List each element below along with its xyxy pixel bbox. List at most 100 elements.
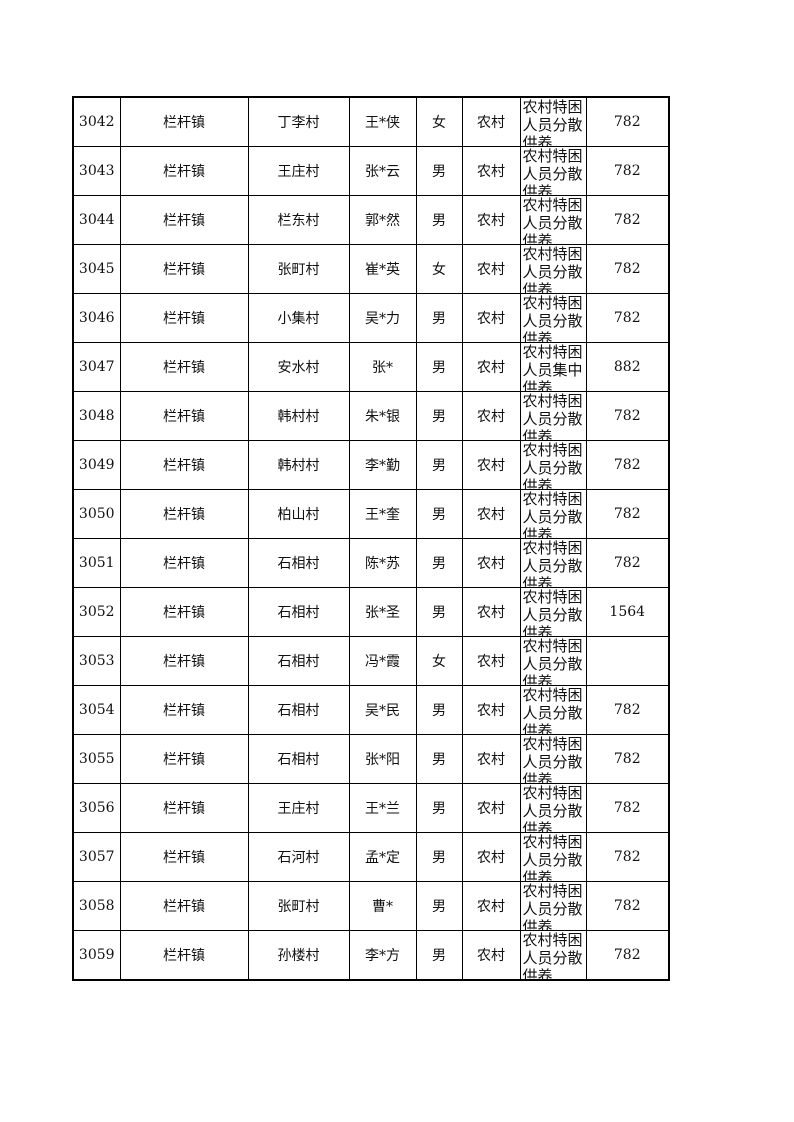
cell-gender: 男 <box>415 832 463 882</box>
cell-amount: 782 <box>585 96 670 147</box>
cell-town: 栏杆镇 <box>119 587 249 637</box>
cell-village: 韩村村 <box>247 391 350 441</box>
cell-id: 3058 <box>72 881 121 931</box>
cell-town: 栏杆镇 <box>119 538 249 588</box>
cell-name: 吴*民 <box>348 685 417 735</box>
cell-name: 张*云 <box>348 146 417 196</box>
cell-area: 农村 <box>461 930 521 981</box>
cell-area: 农村 <box>461 440 521 490</box>
cell-gender: 男 <box>415 195 463 245</box>
cell-area: 农村 <box>461 636 521 686</box>
cell-town: 栏杆镇 <box>119 832 249 882</box>
table-row: 3052 栏杆镇 石相村 张*圣男农村 农村特困人员分散供养 1564 <box>72 587 670 637</box>
cell-village: 王庄村 <box>247 783 350 833</box>
cell-type: 农村特困人员分散供养 <box>519 293 587 343</box>
cell-gender: 男 <box>415 293 463 343</box>
cell-gender: 男 <box>415 685 463 735</box>
cell-id: 3053 <box>72 636 121 686</box>
cell-amount: 782 <box>585 146 670 196</box>
cell-amount: 782 <box>585 783 670 833</box>
cell-type-text: 农村特困人员分散供养 <box>522 931 583 979</box>
cell-village: 孙楼村 <box>247 930 350 981</box>
cell-area: 农村 <box>461 195 521 245</box>
cell-type-text: 农村特困人员分散供养 <box>522 245 583 293</box>
cell-village: 王庄村 <box>247 146 350 196</box>
cell-village: 石相村 <box>247 636 350 686</box>
cell-amount: 782 <box>585 489 670 539</box>
cell-village: 柏山村 <box>247 489 350 539</box>
cell-amount: 782 <box>585 881 670 931</box>
table-row: 3043 栏杆镇 王庄村 张*云男农村 农村特困人员分散供养 782 <box>72 146 670 196</box>
cell-type: 农村特困人员分散供养 <box>519 783 587 833</box>
cell-type: 农村特困人员集中供养 <box>519 342 587 392</box>
cell-area: 农村 <box>461 391 521 441</box>
table-row: 3048 栏杆镇 韩村村 朱*银男农村 农村特困人员分散供养 782 <box>72 391 670 441</box>
cell-amount: 782 <box>585 685 670 735</box>
cell-type: 农村特困人员分散供养 <box>519 734 587 784</box>
cell-name: 李*勤 <box>348 440 417 490</box>
cell-type-text: 农村特困人员分散供养 <box>522 735 583 783</box>
table-row: 3056 栏杆镇 王庄村 王*兰男农村 农村特困人员分散供养 782 <box>72 783 670 833</box>
cell-town: 栏杆镇 <box>119 244 249 294</box>
cell-name: 郭*然 <box>348 195 417 245</box>
cell-area: 农村 <box>461 146 521 196</box>
cell-area: 农村 <box>461 489 521 539</box>
cell-town: 栏杆镇 <box>119 881 249 931</box>
cell-town: 栏杆镇 <box>119 636 249 686</box>
cell-name: 李*方 <box>348 930 417 981</box>
cell-gender: 男 <box>415 783 463 833</box>
cell-name: 张*圣 <box>348 587 417 637</box>
cell-type-text: 农村特困人员分散供养 <box>522 490 583 538</box>
cell-id: 3059 <box>72 930 121 981</box>
cell-amount: 782 <box>585 538 670 588</box>
cell-village: 丁李村 <box>247 96 350 147</box>
cell-name: 吴*力 <box>348 293 417 343</box>
cell-id: 3050 <box>72 489 121 539</box>
cell-type-text: 农村特困人员分散供养 <box>522 441 583 489</box>
table-row: 3055 栏杆镇 石相村 张*阳男农村 农村特困人员分散供养 782 <box>72 734 670 784</box>
cell-village: 安水村 <box>247 342 350 392</box>
table-row: 3053 栏杆镇 石相村 冯*霞女农村 农村特困人员分散供养 <box>72 636 670 686</box>
cell-type: 农村特困人员分散供养 <box>519 440 587 490</box>
table-row: 3051 栏杆镇 石相村 陈*苏男农村 农村特困人员分散供养 782 <box>72 538 670 588</box>
cell-town: 栏杆镇 <box>119 195 249 245</box>
cell-amount: 782 <box>585 391 670 441</box>
table-row: 3042 栏杆镇 丁李村 王*侠女农村 农村特困人员分散供养 782 <box>72 96 670 147</box>
cell-id: 3044 <box>72 195 121 245</box>
cell-id: 3057 <box>72 832 121 882</box>
cell-area: 农村 <box>461 734 521 784</box>
cell-village: 栏东村 <box>247 195 350 245</box>
cell-town: 栏杆镇 <box>119 440 249 490</box>
cell-id: 3047 <box>72 342 121 392</box>
cell-area: 农村 <box>461 244 521 294</box>
cell-type: 农村特困人员分散供养 <box>519 146 587 196</box>
cell-gender: 女 <box>415 244 463 294</box>
cell-type: 农村特困人员分散供养 <box>519 636 587 686</box>
cell-village: 韩村村 <box>247 440 350 490</box>
cell-type: 农村特困人员分散供养 <box>519 96 587 147</box>
table-row: 3050 栏杆镇 柏山村 王*奎男农村 农村特困人员分散供养 782 <box>72 489 670 539</box>
cell-town: 栏杆镇 <box>119 783 249 833</box>
cell-type: 农村特困人员分散供养 <box>519 881 587 931</box>
cell-area: 农村 <box>461 881 521 931</box>
cell-gender: 男 <box>415 391 463 441</box>
cell-type-text: 农村特困人员分散供养 <box>522 294 583 342</box>
cell-gender: 男 <box>415 146 463 196</box>
cell-name: 王*侠 <box>348 96 417 147</box>
cell-village: 石相村 <box>247 587 350 637</box>
cell-type-text: 农村特困人员分散供养 <box>522 588 583 636</box>
cell-name: 王*兰 <box>348 783 417 833</box>
cell-village: 石相村 <box>247 685 350 735</box>
cell-gender: 男 <box>415 440 463 490</box>
cell-area: 农村 <box>461 587 521 637</box>
cell-type: 农村特困人员分散供养 <box>519 930 587 981</box>
cell-id: 3056 <box>72 783 121 833</box>
cell-name: 冯*霞 <box>348 636 417 686</box>
cell-type-text: 农村特困人员分散供养 <box>522 539 583 587</box>
cell-gender: 男 <box>415 342 463 392</box>
cell-type-text: 农村特困人员分散供养 <box>522 147 583 195</box>
table-row: 3057 栏杆镇 石河村 孟*定男农村 农村特困人员分散供养 782 <box>72 832 670 882</box>
cell-town: 栏杆镇 <box>119 930 249 981</box>
cell-gender: 女 <box>415 636 463 686</box>
cell-amount: 882 <box>585 342 670 392</box>
